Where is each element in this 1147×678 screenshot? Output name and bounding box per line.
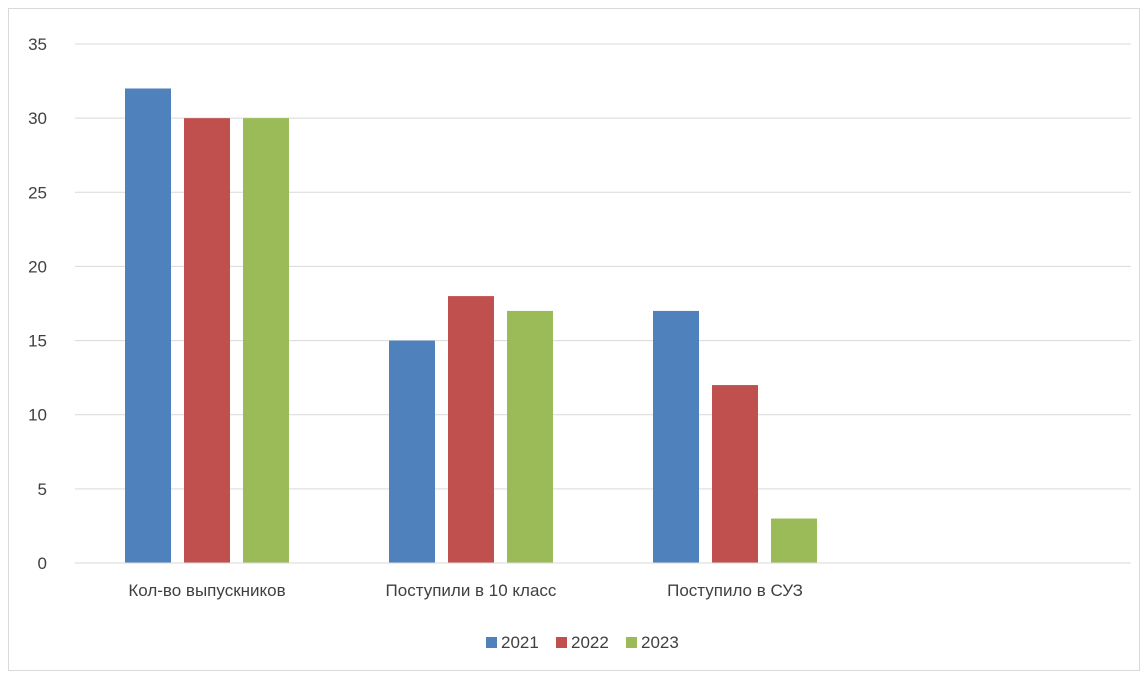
gridlines: [75, 43, 1131, 564]
legend-label: 2023: [641, 633, 679, 652]
chart-frame: 0 5 10 15 20 25 30 35 Кол-во выпускников Поступи…: [8, 8, 1140, 671]
bar-2022: [448, 296, 494, 563]
legend-swatch-2021: [486, 637, 497, 648]
legend: 2021 2022 2023: [486, 633, 679, 652]
y-tick-label: 10: [28, 406, 47, 425]
y-tick-label: 35: [28, 35, 47, 54]
y-tick-label: 0: [38, 554, 47, 573]
y-axis-ticks: 0 5 10 15 20 25 30 35: [28, 35, 47, 573]
y-tick-label: 30: [28, 109, 47, 128]
legend-swatch-2023: [626, 637, 637, 648]
bar-chart: 0 5 10 15 20 25 30 35 Кол-во выпускников Поступи…: [28, 35, 1131, 652]
x-category-label: Поступили в 10 класс: [386, 581, 557, 600]
x-category-label: Кол-во выпускников: [128, 581, 285, 600]
y-tick-label: 5: [38, 480, 47, 499]
y-tick-label: 20: [28, 257, 47, 276]
bars: [125, 88, 817, 564]
bar-2021: [389, 340, 435, 563]
y-tick-label: 25: [28, 183, 47, 202]
bar-2021: [653, 310, 699, 563]
bar-2022: [712, 385, 758, 563]
x-category-label: Поступило в СУЗ: [667, 581, 803, 600]
bar-2022: [184, 118, 230, 564]
y-tick-label: 15: [28, 332, 47, 351]
bar-2023: [243, 118, 289, 564]
legend-label: 2021: [501, 633, 539, 652]
legend-label: 2022: [571, 633, 609, 652]
legend-swatch-2022: [556, 637, 567, 648]
x-axis: Кол-во выпускников Поступили в 10 класс По…: [75, 562, 1131, 600]
bar-2021: [125, 88, 171, 563]
bar-2023: [771, 518, 817, 563]
bar-2023: [507, 310, 553, 563]
